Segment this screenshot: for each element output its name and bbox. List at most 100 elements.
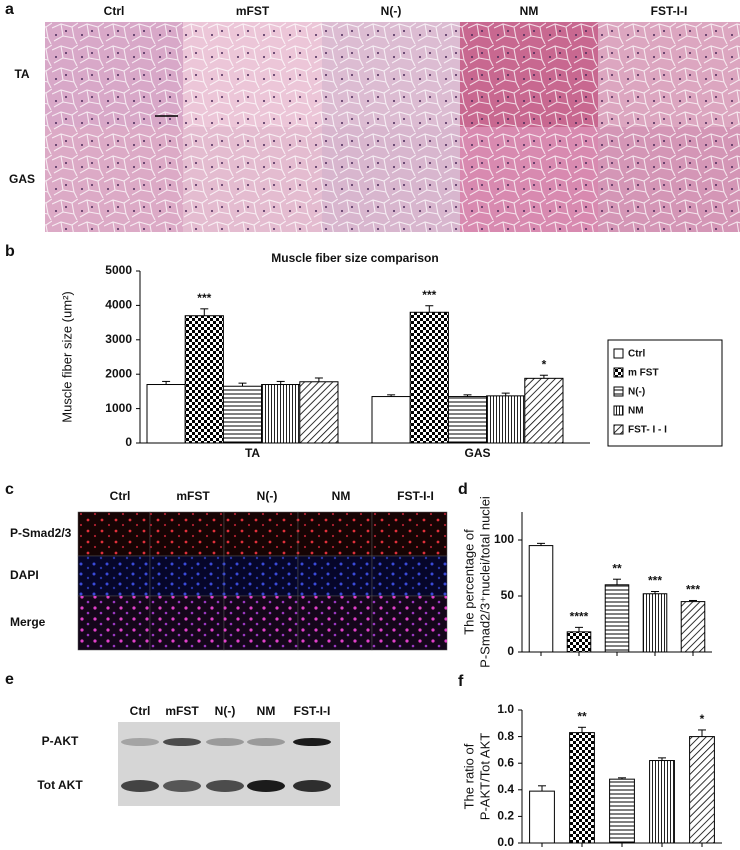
chart-title: Muscle fiber size comparison <box>271 251 438 265</box>
blot-band <box>247 738 285 746</box>
y-tick-label: 100 <box>494 532 514 546</box>
bar <box>680 601 706 653</box>
y-tick-label: 0.2 <box>497 809 514 823</box>
bar <box>642 593 668 653</box>
bar <box>146 384 186 444</box>
histology-texture <box>45 22 183 127</box>
y-tick-label: 0.0 <box>497 835 514 849</box>
blot-band <box>206 780 244 792</box>
significance: * <box>542 357 547 371</box>
fluorescence-dots <box>372 596 447 650</box>
panel-label: b <box>5 243 15 260</box>
fluorescence-dots <box>372 556 447 596</box>
histology-texture <box>322 127 460 232</box>
significance: ** <box>612 561 622 575</box>
panel-label: e <box>5 671 14 688</box>
column-label: NM <box>520 4 539 18</box>
bar <box>569 732 595 844</box>
column-label: FST-I-I <box>397 489 434 503</box>
histology-texture <box>183 22 322 127</box>
y-tick-label: 3000 <box>105 332 132 346</box>
histology-texture <box>598 22 740 127</box>
blot-band <box>206 738 244 746</box>
significance: ** <box>577 709 587 723</box>
panel-label: a <box>5 1 14 18</box>
y-tick-label: 1000 <box>105 401 132 415</box>
legend-label: N(-) <box>628 387 645 398</box>
histology-texture <box>460 127 598 232</box>
lane-label: NM <box>257 704 276 718</box>
lane-label: FST-I-I <box>294 704 331 718</box>
column-label: NM <box>332 489 351 503</box>
column-label: N(-) <box>381 4 402 18</box>
significance: * <box>700 712 705 726</box>
bar <box>409 311 449 444</box>
fluorescence-dots <box>224 512 298 556</box>
lane-label: Ctrl <box>130 704 151 718</box>
panel-label: f <box>458 673 464 690</box>
significance: *** <box>686 583 700 597</box>
legend-swatch <box>613 348 624 359</box>
blot-band <box>163 738 201 746</box>
legend-label: Ctrl <box>628 349 645 360</box>
legend-swatch <box>613 424 624 435</box>
bar <box>609 778 635 844</box>
histology-texture <box>45 127 183 232</box>
legend-label: m FST <box>628 368 659 379</box>
column-label: N(-) <box>257 489 278 503</box>
column-label: mFST <box>236 4 270 18</box>
lane-label: mFST <box>165 704 199 718</box>
fluorescence-dots <box>372 512 447 556</box>
legend-box <box>607 339 723 447</box>
y-axis-label: The ratio of <box>461 743 476 809</box>
significance: *** <box>422 288 436 302</box>
bar <box>566 631 592 653</box>
y-tick-label: 0.6 <box>497 755 514 769</box>
histology-texture <box>322 22 460 127</box>
blot-band <box>121 780 159 792</box>
significance: *** <box>648 574 662 588</box>
fluorescence-dots <box>224 556 298 596</box>
bar <box>649 760 675 844</box>
bar <box>486 395 526 444</box>
legend-label: FST- I - I <box>628 425 667 436</box>
row-label: Merge <box>10 615 46 629</box>
y-tick-label: 4000 <box>105 298 132 312</box>
fluorescence-dots <box>78 512 150 556</box>
column-label: Ctrl <box>104 4 125 18</box>
fluorescence-dots <box>150 596 224 650</box>
fluorescence-dots <box>78 596 150 650</box>
row-label: DAPI <box>10 568 39 582</box>
row-label: TA <box>14 67 29 81</box>
y-tick-label: 0.4 <box>497 782 514 796</box>
bar <box>689 736 715 844</box>
bar <box>261 384 301 444</box>
legend-swatch <box>613 367 624 378</box>
histology-texture <box>460 22 598 127</box>
y-tick-label: 0 <box>125 435 132 449</box>
bar <box>184 315 224 444</box>
blot-band <box>293 738 331 746</box>
legend-swatch <box>613 405 624 416</box>
y-tick-label: 0 <box>507 644 514 658</box>
bar <box>528 545 554 653</box>
significance: *** <box>197 291 211 305</box>
row-label: P-Smad2/3 <box>10 526 72 540</box>
x-tick-label: TA <box>245 446 260 460</box>
blot-band <box>163 780 201 792</box>
fluorescence-dots <box>298 512 372 556</box>
bar <box>529 790 555 844</box>
row-label: Tot AKT <box>37 778 83 792</box>
panel-label: c <box>5 481 14 498</box>
y-axis-label: The percentage of <box>461 529 476 635</box>
bar <box>299 381 339 444</box>
lane-label: N(-) <box>215 704 236 718</box>
fluorescence-dots <box>150 512 224 556</box>
blot-band <box>293 780 331 792</box>
bar <box>524 377 564 444</box>
y-axis-label: P-AKT/Tot AKT <box>477 733 492 820</box>
y-axis-label: P-Smad2/3⁺nuclei/total nuclei <box>477 496 492 668</box>
blot-image <box>118 722 340 806</box>
bar <box>604 584 630 653</box>
